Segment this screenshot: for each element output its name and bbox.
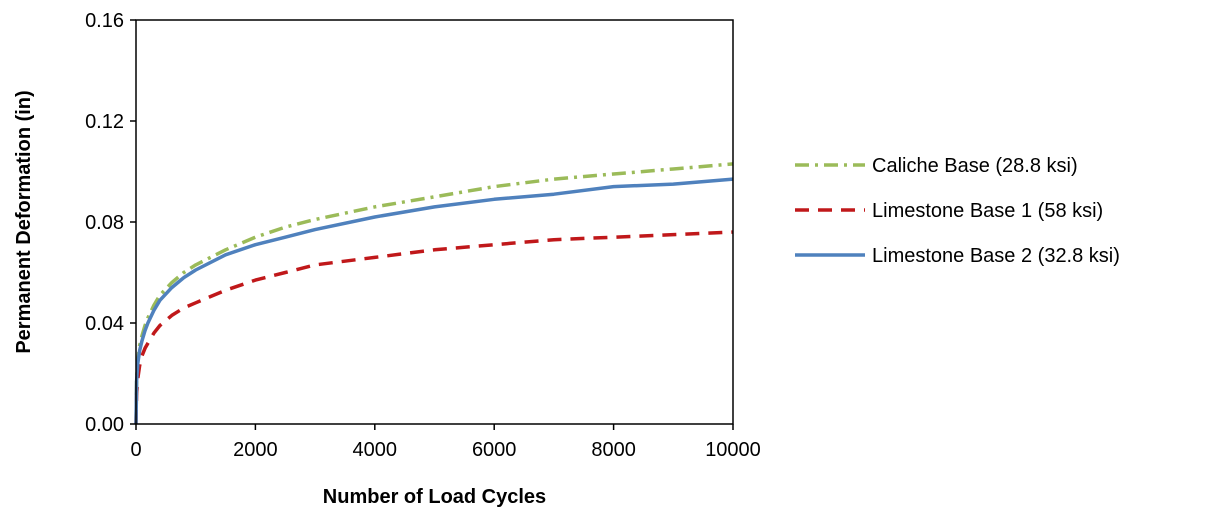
y-tick-label: 0.08 bbox=[85, 212, 124, 234]
y-tick-label: 0.04 bbox=[85, 313, 124, 335]
y-tick-label: 0.16 bbox=[85, 10, 124, 32]
series-line-2 bbox=[134, 230, 734, 425]
x-tick-label: 2000 bbox=[233, 439, 278, 461]
y-tick-label: 0.12 bbox=[85, 111, 124, 133]
y-axis-ticks: 0.00 0.04 0.08 0.12 0.16 bbox=[85, 10, 136, 436]
y-axis-title: Permanent Deformation (in) bbox=[13, 90, 35, 353]
y-tick-label: 0.00 bbox=[85, 414, 124, 436]
x-axis-title: Number of Load Cycles bbox=[323, 486, 546, 508]
legend-label-1: Caliche Base (28.8 ksi) bbox=[872, 155, 1078, 177]
x-tick-label: 0 bbox=[130, 439, 141, 461]
x-axis-ticks: 0 2000 4000 6000 8000 10000 bbox=[130, 424, 761, 461]
legend: Caliche Base (28.8 ksi) Limestone Base 1 … bbox=[795, 155, 1120, 267]
series-line-3 bbox=[134, 177, 734, 425]
plot-border bbox=[135, 19, 734, 425]
legend-label-2: Limestone Base 1 (58 ksi) bbox=[872, 200, 1103, 222]
x-tick-label: 4000 bbox=[353, 439, 398, 461]
x-tick-label: 6000 bbox=[472, 439, 517, 461]
series-line-1 bbox=[134, 162, 734, 425]
legend-label-3: Limestone Base 2 (32.8 ksi) bbox=[872, 245, 1120, 267]
x-tick-label: 8000 bbox=[591, 439, 636, 461]
series-group bbox=[134, 162, 734, 425]
x-tick-label: 10000 bbox=[705, 439, 761, 461]
